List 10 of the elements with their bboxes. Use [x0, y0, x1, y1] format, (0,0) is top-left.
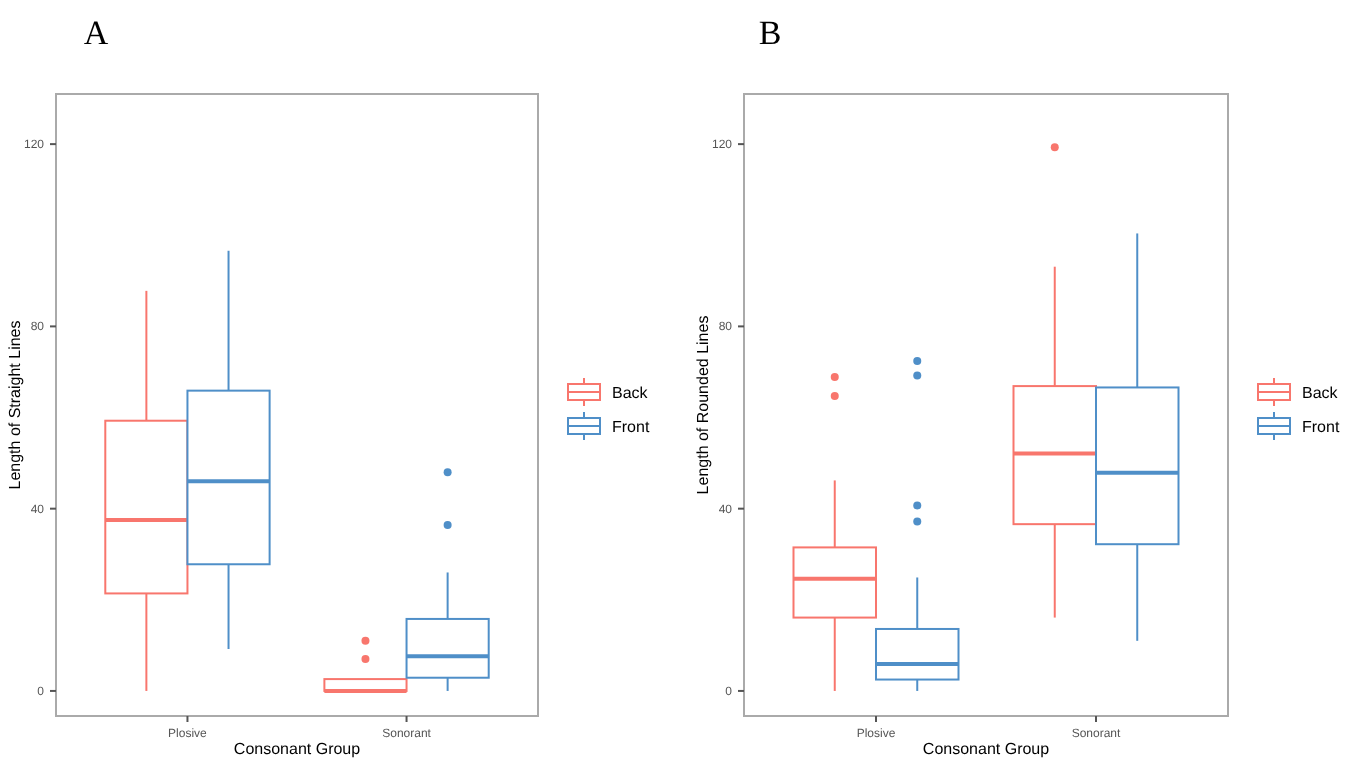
legend-label: Front [612, 418, 651, 436]
chart-title: A [83, 14, 110, 52]
legend-label: Front [1302, 418, 1341, 436]
y-axis-title: Length of Rounded Lines [694, 315, 712, 495]
chart-title: B [758, 14, 782, 52]
legend-label: Back [612, 384, 650, 402]
x-axis-title: Consonant Group [233, 740, 362, 758]
x-axis-title: Consonant Group [922, 740, 1051, 758]
legend-label: Back [1302, 384, 1340, 402]
y-axis-title: Length of Straight Lines [6, 320, 24, 490]
